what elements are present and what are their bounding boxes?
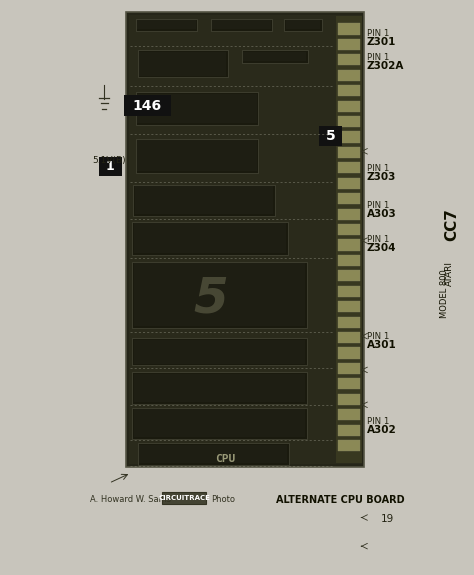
Bar — [338, 24, 360, 34]
Text: PIN 1: PIN 1 — [366, 201, 389, 209]
Bar — [338, 363, 360, 374]
Bar — [338, 332, 360, 343]
Bar — [132, 338, 307, 365]
Bar — [134, 409, 305, 438]
Text: 5.1V(B): 5.1V(B) — [92, 156, 126, 165]
Bar — [338, 39, 360, 50]
Text: PIN 1: PIN 1 — [366, 332, 389, 341]
Bar — [338, 409, 360, 420]
Bar — [338, 162, 360, 174]
Bar — [162, 492, 206, 504]
Bar — [338, 178, 360, 189]
Bar — [243, 52, 306, 61]
Bar — [338, 239, 360, 251]
Text: ALTERNATE CPU BOARD: ALTERNATE CPU BOARD — [276, 494, 405, 505]
Bar — [338, 70, 360, 81]
Bar — [338, 147, 360, 158]
Bar — [338, 209, 360, 220]
Bar — [128, 14, 362, 464]
Bar — [284, 18, 322, 31]
Text: 5: 5 — [326, 129, 336, 143]
Bar — [132, 222, 288, 255]
Bar — [137, 94, 257, 123]
Text: PIN 1: PIN 1 — [366, 29, 389, 38]
Text: Z302A: Z302A — [366, 61, 404, 71]
Bar — [338, 255, 360, 266]
Text: A302: A302 — [366, 425, 396, 435]
Bar — [135, 186, 273, 214]
Text: ATARI: ATARI — [445, 260, 454, 286]
Bar — [133, 185, 275, 216]
Bar — [338, 85, 360, 96]
Bar — [134, 263, 305, 326]
Bar — [338, 132, 360, 143]
Bar — [338, 270, 360, 281]
Text: PIN 1: PIN 1 — [366, 164, 389, 174]
Text: PIN 1: PIN 1 — [366, 53, 389, 62]
Bar — [338, 101, 360, 112]
Bar — [338, 301, 360, 312]
Bar — [336, 16, 362, 463]
Text: 1: 1 — [106, 160, 115, 173]
Bar — [138, 50, 228, 78]
Bar — [338, 193, 360, 204]
Bar — [126, 12, 364, 466]
Bar — [338, 378, 360, 389]
Bar — [136, 92, 258, 125]
Bar — [338, 317, 360, 328]
Bar — [338, 54, 360, 66]
Text: CC7: CC7 — [444, 208, 459, 241]
Bar — [136, 139, 258, 173]
Bar — [137, 20, 196, 29]
Bar — [136, 18, 197, 31]
Text: A301: A301 — [366, 340, 396, 350]
Text: 146: 146 — [133, 98, 162, 113]
Text: MODEL 800: MODEL 800 — [440, 269, 449, 317]
Text: 5: 5 — [194, 275, 228, 323]
Text: 19: 19 — [381, 513, 394, 523]
Bar — [134, 340, 305, 363]
Bar — [137, 140, 257, 171]
Bar — [338, 116, 360, 127]
Text: CIRCUITRACE: CIRCUITRACE — [158, 495, 210, 501]
Text: CPU: CPU — [215, 454, 236, 464]
Bar — [134, 374, 305, 402]
Bar — [338, 440, 360, 451]
Bar — [124, 95, 171, 116]
Text: PIN 1: PIN 1 — [366, 235, 389, 244]
Text: Photo: Photo — [211, 494, 235, 504]
Text: Z301: Z301 — [366, 37, 396, 47]
Text: Z303: Z303 — [366, 172, 396, 182]
Bar — [139, 52, 226, 76]
Bar — [139, 445, 287, 463]
Bar — [132, 408, 307, 439]
Text: PIN 1: PIN 1 — [366, 417, 389, 426]
Bar — [338, 394, 360, 405]
Bar — [212, 20, 271, 29]
Text: A303: A303 — [366, 209, 396, 218]
Bar — [285, 20, 320, 29]
Bar — [338, 224, 360, 235]
Bar — [319, 125, 342, 146]
Bar — [338, 286, 360, 297]
Bar — [134, 224, 286, 253]
Bar — [99, 157, 121, 177]
Text: Z304: Z304 — [366, 243, 396, 253]
Bar — [338, 347, 360, 359]
Bar — [338, 424, 360, 436]
Bar — [138, 443, 289, 465]
Bar — [132, 262, 307, 328]
Bar — [211, 18, 273, 31]
Text: A. Howard W. Sams: A. Howard W. Sams — [91, 494, 172, 504]
Bar — [132, 372, 307, 404]
Bar — [242, 50, 308, 63]
